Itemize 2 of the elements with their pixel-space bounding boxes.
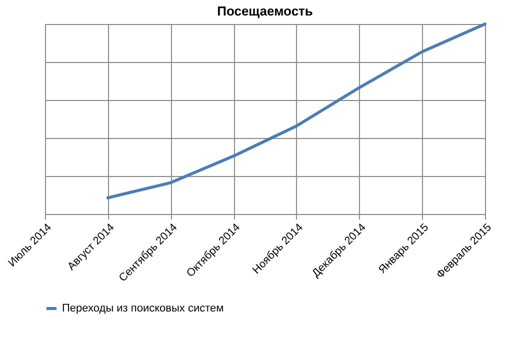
chart-title: Посещаемость bbox=[217, 4, 313, 18]
legend-label: Переходы из поисковых систем bbox=[62, 302, 224, 314]
